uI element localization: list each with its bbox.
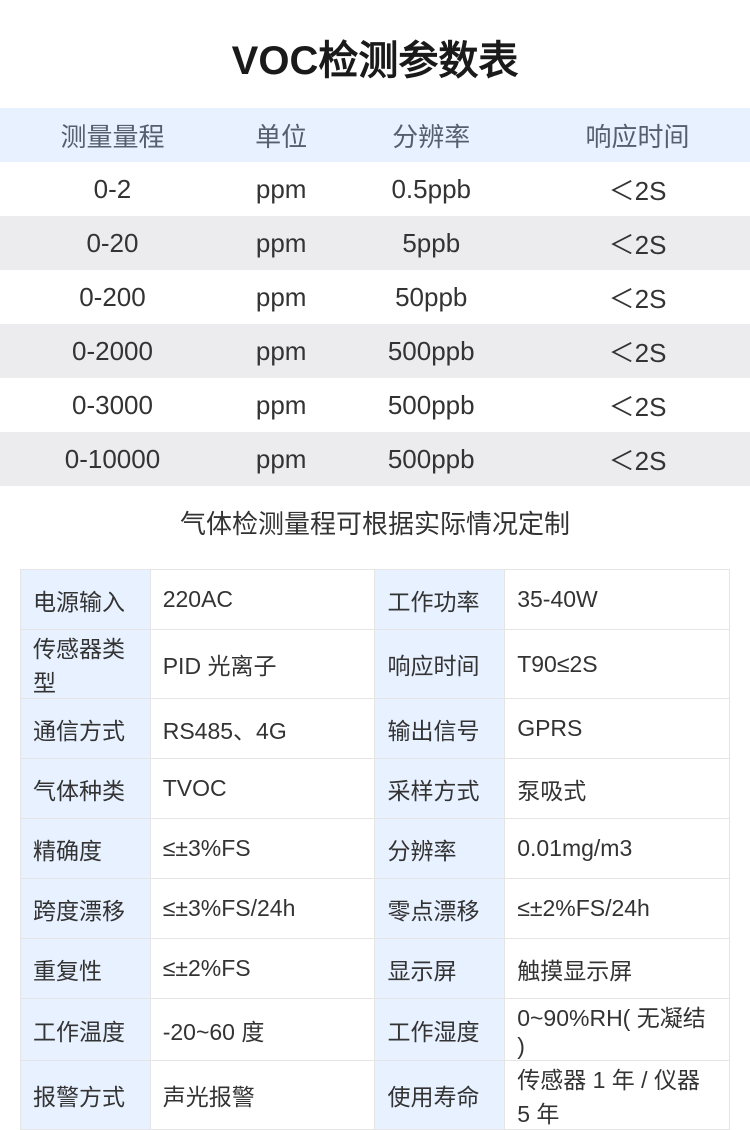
table-row: 0-3000ppm500ppb＜2S <box>0 378 750 432</box>
table-row: 报警方式声光报警使用寿命传感器 1 年 / 仪器 5 年 <box>21 1061 730 1130</box>
range-cell: ppm <box>225 432 337 486</box>
range-cell: ＜2S <box>525 270 750 324</box>
range-cell: 0-2 <box>0 162 225 216</box>
spec-value: 0~90%RH( 无凝结 ) <box>505 999 730 1061</box>
spec-label: 跨度漂移 <box>21 879 151 939</box>
spec-label: 传感器类型 <box>21 630 151 699</box>
range-cell: ppm <box>225 270 337 324</box>
spec-label: 分辨率 <box>375 819 505 879</box>
table-row: 0-2ppm0.5ppb＜2S <box>0 162 750 216</box>
range-cell: ＜2S <box>525 432 750 486</box>
table-row: 0-10000ppm500ppb＜2S <box>0 432 750 486</box>
spec-value: ≤±2%FS/24h <box>505 879 730 939</box>
spec-label: 工作功率 <box>375 570 505 630</box>
range-cell: ppm <box>225 216 337 270</box>
spec-label: 采样方式 <box>375 759 505 819</box>
spec-label: 电源输入 <box>21 570 151 630</box>
spec-value: 传感器 1 年 / 仪器 5 年 <box>505 1061 730 1130</box>
range-table: 测量量程 单位 分辨率 响应时间 0-2ppm0.5ppb＜2S0-20ppm5… <box>0 108 750 486</box>
range-th: 响应时间 <box>525 108 750 162</box>
note-text: 气体检测量程可根据实际情况定制 <box>0 486 750 559</box>
range-cell: 0-3000 <box>0 378 225 432</box>
spec-label: 使用寿命 <box>375 1061 505 1130</box>
table-row: 气体种类TVOC采样方式泵吸式 <box>21 759 730 819</box>
range-cell: 0-20 <box>0 216 225 270</box>
spec-label: 显示屏 <box>375 939 505 999</box>
table-row: 电源输入220AC工作功率35-40W <box>21 570 730 630</box>
table-row: 传感器类型PID 光离子响应时间T90≤2S <box>21 630 730 699</box>
spec-wrap: 电源输入220AC工作功率35-40W传感器类型PID 光离子响应时间T90≤2… <box>0 569 750 1130</box>
spec-label: 精确度 <box>21 819 151 879</box>
spec-label: 工作温度 <box>21 999 151 1061</box>
range-th: 单位 <box>225 108 337 162</box>
spec-value: ≤±3%FS <box>150 819 375 879</box>
range-th: 测量量程 <box>0 108 225 162</box>
spec-value: ≤±2%FS <box>150 939 375 999</box>
spec-label: 重复性 <box>21 939 151 999</box>
range-th: 分辨率 <box>337 108 525 162</box>
table-row: 0-200ppm50ppb＜2S <box>0 270 750 324</box>
range-table-header: 测量量程 单位 分辨率 响应时间 <box>0 108 750 162</box>
range-cell: ppm <box>225 162 337 216</box>
range-cell: 50ppb <box>337 270 525 324</box>
range-cell: ppm <box>225 324 337 378</box>
spec-value: RS485、4G <box>150 699 375 759</box>
range-cell: 500ppb <box>337 378 525 432</box>
spec-label: 气体种类 <box>21 759 151 819</box>
range-cell: 0-2000 <box>0 324 225 378</box>
table-row: 精确度≤±3%FS分辨率0.01mg/m3 <box>21 819 730 879</box>
spec-value: 35-40W <box>505 570 730 630</box>
table-row: 重复性≤±2%FS显示屏触摸显示屏 <box>21 939 730 999</box>
spec-value: PID 光离子 <box>150 630 375 699</box>
range-cell: 0-10000 <box>0 432 225 486</box>
range-cell: 500ppb <box>337 324 525 378</box>
table-row: 0-2000ppm500ppb＜2S <box>0 324 750 378</box>
spec-value: TVOC <box>150 759 375 819</box>
spec-value: 声光报警 <box>150 1061 375 1130</box>
range-cell: ppm <box>225 378 337 432</box>
spec-label: 报警方式 <box>21 1061 151 1130</box>
range-cell: ＜2S <box>525 378 750 432</box>
table-row: 跨度漂移≤±3%FS/24h零点漂移≤±2%FS/24h <box>21 879 730 939</box>
spec-label: 通信方式 <box>21 699 151 759</box>
spec-label: 零点漂移 <box>375 879 505 939</box>
spec-value: GPRS <box>505 699 730 759</box>
spec-table: 电源输入220AC工作功率35-40W传感器类型PID 光离子响应时间T90≤2… <box>20 569 730 1130</box>
table-row: 通信方式RS485、4G输出信号GPRS <box>21 699 730 759</box>
range-cell: 0-200 <box>0 270 225 324</box>
spec-value: -20~60 度 <box>150 999 375 1061</box>
spec-value: 泵吸式 <box>505 759 730 819</box>
range-cell: ＜2S <box>525 216 750 270</box>
range-cell: ＜2S <box>525 162 750 216</box>
spec-value: 0.01mg/m3 <box>505 819 730 879</box>
spec-label: 响应时间 <box>375 630 505 699</box>
spec-value: 220AC <box>150 570 375 630</box>
range-cell: 0.5ppb <box>337 162 525 216</box>
spec-value: ≤±3%FS/24h <box>150 879 375 939</box>
spec-label: 工作湿度 <box>375 999 505 1061</box>
table-row: 工作温度-20~60 度工作湿度0~90%RH( 无凝结 ) <box>21 999 730 1061</box>
range-cell: 500ppb <box>337 432 525 486</box>
spec-label: 输出信号 <box>375 699 505 759</box>
page-title: VOC检测参数表 <box>0 0 750 108</box>
spec-value: T90≤2S <box>505 630 730 699</box>
range-cell: ＜2S <box>525 324 750 378</box>
range-cell: 5ppb <box>337 216 525 270</box>
spec-value: 触摸显示屏 <box>505 939 730 999</box>
table-row: 0-20ppm5ppb＜2S <box>0 216 750 270</box>
